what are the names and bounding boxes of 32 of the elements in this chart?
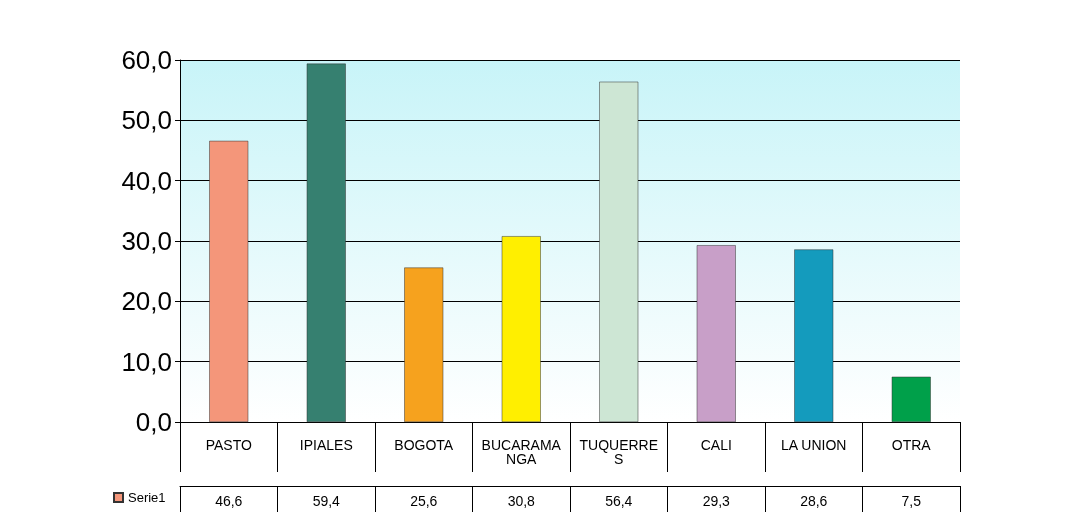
bar [306,63,346,422]
data-label: 7,5 [901,493,922,509]
y-tick-label: 60,0 [121,45,172,75]
x-tick-label: BUCARAMANGA [481,437,562,467]
y-tick-label: 0,0 [135,407,172,437]
y-tick-label: 50,0 [121,105,172,136]
bar [404,267,444,422]
legend-label: Serie1 [128,490,166,505]
x-tick-label: TUQUERRES [579,437,659,467]
x-tick-label: CALI [700,437,732,453]
x-tick-label: BOGOTA [394,437,454,453]
data-label: 46,6 [215,493,243,509]
bar [599,81,639,422]
x-tick-label: LA UNION [781,437,847,453]
data-label: 25,6 [410,493,438,509]
y-tick-label: 30,0 [121,226,172,256]
bar [209,140,249,422]
x-tick-label: IPIALES [299,437,353,453]
bar [891,376,931,422]
y-tick-label: 10,0 [121,346,172,377]
data-label: 56,4 [605,493,633,509]
bar [696,245,736,422]
data-label: 29,3 [702,493,731,509]
bar [501,236,541,422]
y-tick-label: 40,0 [121,165,172,196]
data-label: 30,8 [507,493,536,509]
x-tick-label: OTRA [891,437,932,453]
bar [794,249,834,422]
data-label: 59,4 [312,493,341,509]
y-tick-label: 20,0 [121,286,172,317]
data-label: 28,6 [800,493,828,509]
x-tick-label: PASTO [205,437,252,453]
